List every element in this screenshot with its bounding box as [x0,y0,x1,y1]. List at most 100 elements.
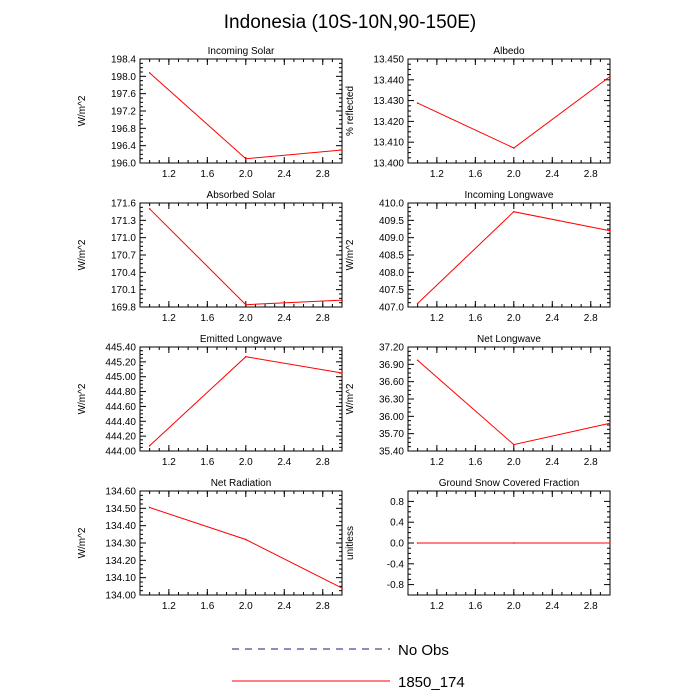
data-point [416,359,419,362]
data-point [245,303,247,306]
y-tick-label: 13.450 [373,55,404,66]
y-tick-label: 410.0 [379,199,404,210]
x-tick-label: 2.0 [507,313,521,324]
x-tick-label: 2.8 [316,601,330,612]
x-tick-label: 1.2 [430,457,444,468]
x-tick-label: 1.2 [162,457,176,468]
series-line-1850_174 [417,76,611,149]
plot-frame [407,346,611,452]
y-tick-label: 444.20 [105,432,136,443]
y-tick-label: 0.4 [390,518,404,529]
y-tick-label: 170.7 [111,251,136,262]
x-tick-label: 2.0 [239,313,253,324]
y-tick-label: 196.4 [111,141,136,152]
y-tick-label: 444.00 [105,447,136,458]
panel-6: Net Radiation W/m^2 1.2 1.6 2.0 2.4 2.8 134.00 1… [77,478,343,612]
data-point [609,75,611,78]
data-point [148,445,151,447]
data-point [148,506,151,509]
x-tick-label: 2.0 [507,601,521,612]
y-tick-label: 407.5 [379,285,404,296]
y-tick-label: 13.420 [373,117,404,128]
series-line-1850_174 [417,211,611,304]
data-point [341,299,343,301]
data-point [416,542,419,544]
data-point [416,302,419,305]
data-point [148,207,151,210]
y-tick-label: 445.20 [105,357,136,368]
y-tick-label: 36.00 [379,412,404,423]
panel-title: Net Radiation [211,478,272,489]
y-tick-label: 170.1 [111,285,136,296]
x-tick-label: 1.6 [200,169,214,180]
y-tick-label: 408.0 [379,268,404,279]
x-tick-label: 2.4 [277,457,291,468]
x-tick-label: 2.8 [584,601,598,612]
data-point [341,587,343,589]
y-tick-label: 36.90 [379,360,404,371]
data-point [245,355,247,358]
x-tick-label: 2.4 [545,601,559,612]
series-line-1850_174 [149,356,343,447]
data-point [341,372,343,374]
x-tick-label: 2.4 [545,313,559,324]
panel-4: Emitted Longwave W/m^2 1.2 1.6 2.0 2.4 2.8 444.… [77,334,343,468]
y-tick-label: 13.440 [373,75,404,86]
data-point [245,538,247,541]
x-tick-label: 2.8 [316,169,330,180]
y-tick-label: 196.8 [111,124,136,135]
y-tick-label: 36.60 [379,377,404,388]
panel-title: Incoming Solar [208,46,275,57]
x-tick-label: 2.4 [277,169,291,180]
series-line-1850_174 [417,359,611,446]
x-tick-label: 2.0 [507,457,521,468]
y-tick-label: 445.00 [105,372,136,383]
y-tick-label: 13.410 [373,138,404,149]
data-point [513,542,515,544]
y-tick-label: 35.70 [379,429,404,440]
x-tick-label: 1.6 [468,457,482,468]
y-tick-label: 444.60 [105,402,136,413]
panels: Incoming Solar W/m^2 1.2 1.6 2.0 2.4 2.8 196.0 1… [77,46,611,612]
x-tick-label: 1.6 [200,457,214,468]
y-tick-label: 409.0 [379,233,404,244]
y-tick-label: 134.30 [105,539,136,550]
x-tick-label: 1.2 [430,169,444,180]
x-tick-label: 2.0 [239,169,253,180]
x-tick-label: 1.6 [200,313,214,324]
panel-title: Albedo [493,46,525,57]
x-tick-label: 1.6 [468,313,482,324]
x-tick-label: 1.2 [162,169,176,180]
y-axis-label: W/m^2 [77,383,88,414]
series-line-1850_174 [149,208,343,306]
plot-frame [407,202,611,308]
y-axis-label: unitless [345,526,356,560]
plot-frame [139,58,343,164]
y-tick-label: 134.50 [105,504,136,515]
x-tick-label: 2.8 [316,457,330,468]
x-tick-label: 2.4 [545,457,559,468]
y-axis-label: W/m^2 [345,383,356,414]
data-point [609,422,611,425]
panel-1: Albedo % reflected 1.2 1.6 2.0 2.4 2.8 13.400 13… [345,46,611,180]
panel-title: Incoming Longwave [465,190,554,201]
y-tick-label: 409.5 [379,216,404,227]
y-axis-label: W/m^2 [345,239,356,270]
x-tick-label: 1.2 [162,313,176,324]
x-tick-label: 2.8 [316,313,330,324]
panel-title: Ground Snow Covered Fraction [439,478,580,489]
x-tick-label: 2.4 [277,313,291,324]
panel-3: Incoming Longwave W/m^2 1.2 1.6 2.0 2.4 2.8 407… [345,190,611,324]
y-axis-label: % reflected [345,86,356,136]
x-tick-label: 1.2 [430,313,444,324]
panel-7: Ground Snow Covered Fraction unitless 1.2 1… [345,478,611,612]
y-tick-label: 134.00 [105,591,136,602]
y-tick-label: 35.40 [379,447,404,458]
data-point [341,149,343,151]
x-tick-label: 1.2 [162,601,176,612]
x-tick-label: 1.6 [200,601,214,612]
panel-0: Incoming Solar W/m^2 1.2 1.6 2.0 2.4 2.8 196.0 1… [77,46,343,180]
series-line-1850_174 [149,72,343,160]
y-tick-label: 171.3 [111,216,136,227]
y-tick-label: 407.0 [379,303,404,314]
